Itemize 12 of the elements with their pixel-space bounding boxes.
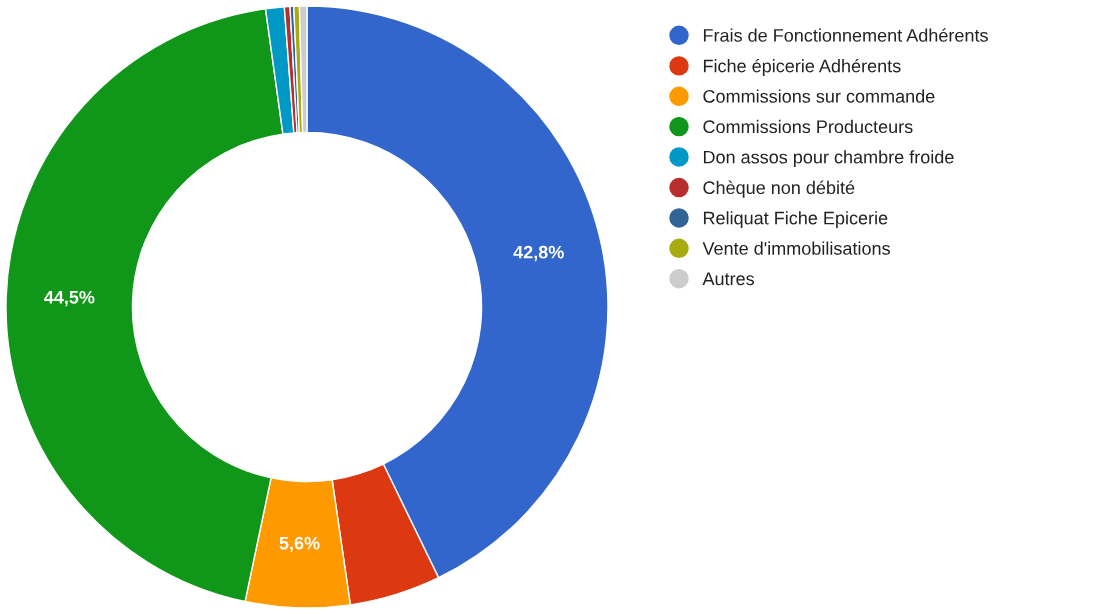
data-label: 5,6% xyxy=(279,536,320,553)
legend-label: Commissions Producteurs xyxy=(703,119,913,134)
legend-label: Frais de Fonctionnement Adhérents xyxy=(703,28,988,42)
legend-label: Autres xyxy=(702,272,755,286)
legend-label: Fiche épicerie Adhérents xyxy=(703,58,901,76)
legend-label: Don assos pour chambre froide xyxy=(703,150,954,168)
legend-label: Commissions sur commande xyxy=(703,89,935,103)
data-label: 42,8% xyxy=(513,245,564,262)
legend-label: Reliquat Fiche Epicerie xyxy=(703,211,888,229)
legend-label: Vente d'immobilisations xyxy=(702,241,890,255)
data-label: 44,5% xyxy=(44,290,95,307)
legend-label: Chèque non débité xyxy=(703,180,855,198)
